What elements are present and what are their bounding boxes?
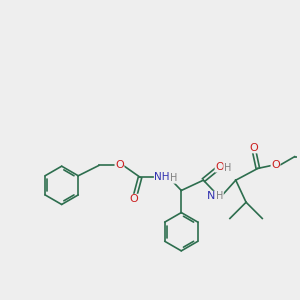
Text: O: O: [249, 143, 258, 153]
Text: NH: NH: [154, 172, 170, 182]
Text: O: O: [115, 160, 124, 170]
Text: H: H: [224, 164, 231, 173]
Text: O: O: [271, 160, 280, 170]
Text: N: N: [207, 191, 215, 201]
Text: H: H: [216, 191, 223, 201]
Text: H: H: [170, 173, 178, 183]
Text: O: O: [215, 162, 224, 172]
Text: O: O: [130, 194, 139, 204]
